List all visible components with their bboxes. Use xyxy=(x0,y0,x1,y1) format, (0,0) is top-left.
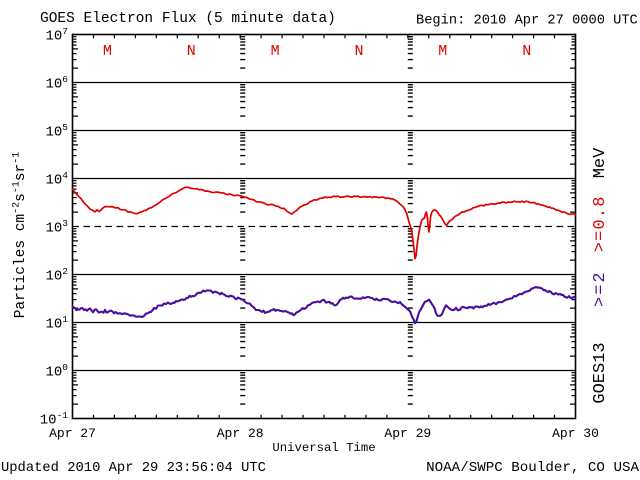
svg-text:Begin: 2010 Apr 27 0000 UTC: Begin: 2010 Apr 27 0000 UTC xyxy=(416,14,638,29)
svg-text:M: M xyxy=(271,43,280,60)
svg-text:Particles cm-2s-1sr-1: Particles cm-2s-1sr-1 xyxy=(12,152,30,319)
svg-text:GOES Electron Flux (5 minute d: GOES Electron Flux (5 minute data) xyxy=(40,11,336,27)
svg-text:N: N xyxy=(187,43,196,60)
svg-text:Apr 29: Apr 29 xyxy=(384,426,431,441)
svg-text:N: N xyxy=(522,43,531,60)
svg-text:Apr 27: Apr 27 xyxy=(49,426,96,441)
svg-text:GOES13: GOES13 xyxy=(591,342,610,403)
svg-text:>=2: >=2 xyxy=(591,270,610,307)
svg-text:Apr 28: Apr 28 xyxy=(217,426,264,441)
svg-text:Universal Time: Universal Time xyxy=(272,441,375,455)
svg-text:M: M xyxy=(438,43,447,60)
svg-text:M: M xyxy=(103,43,112,60)
svg-text:Apr 30: Apr 30 xyxy=(552,426,599,441)
svg-text:>=0.8: >=0.8 xyxy=(591,195,610,252)
svg-text:NOAA/SWPC Boulder, CO USA: NOAA/SWPC Boulder, CO USA xyxy=(426,460,639,476)
svg-text:MeV: MeV xyxy=(591,147,610,178)
svg-text:Updated 2010 Apr 29 23:56:04 U: Updated 2010 Apr 29 23:56:04 UTC xyxy=(1,460,266,476)
svg-text:N: N xyxy=(354,43,363,60)
